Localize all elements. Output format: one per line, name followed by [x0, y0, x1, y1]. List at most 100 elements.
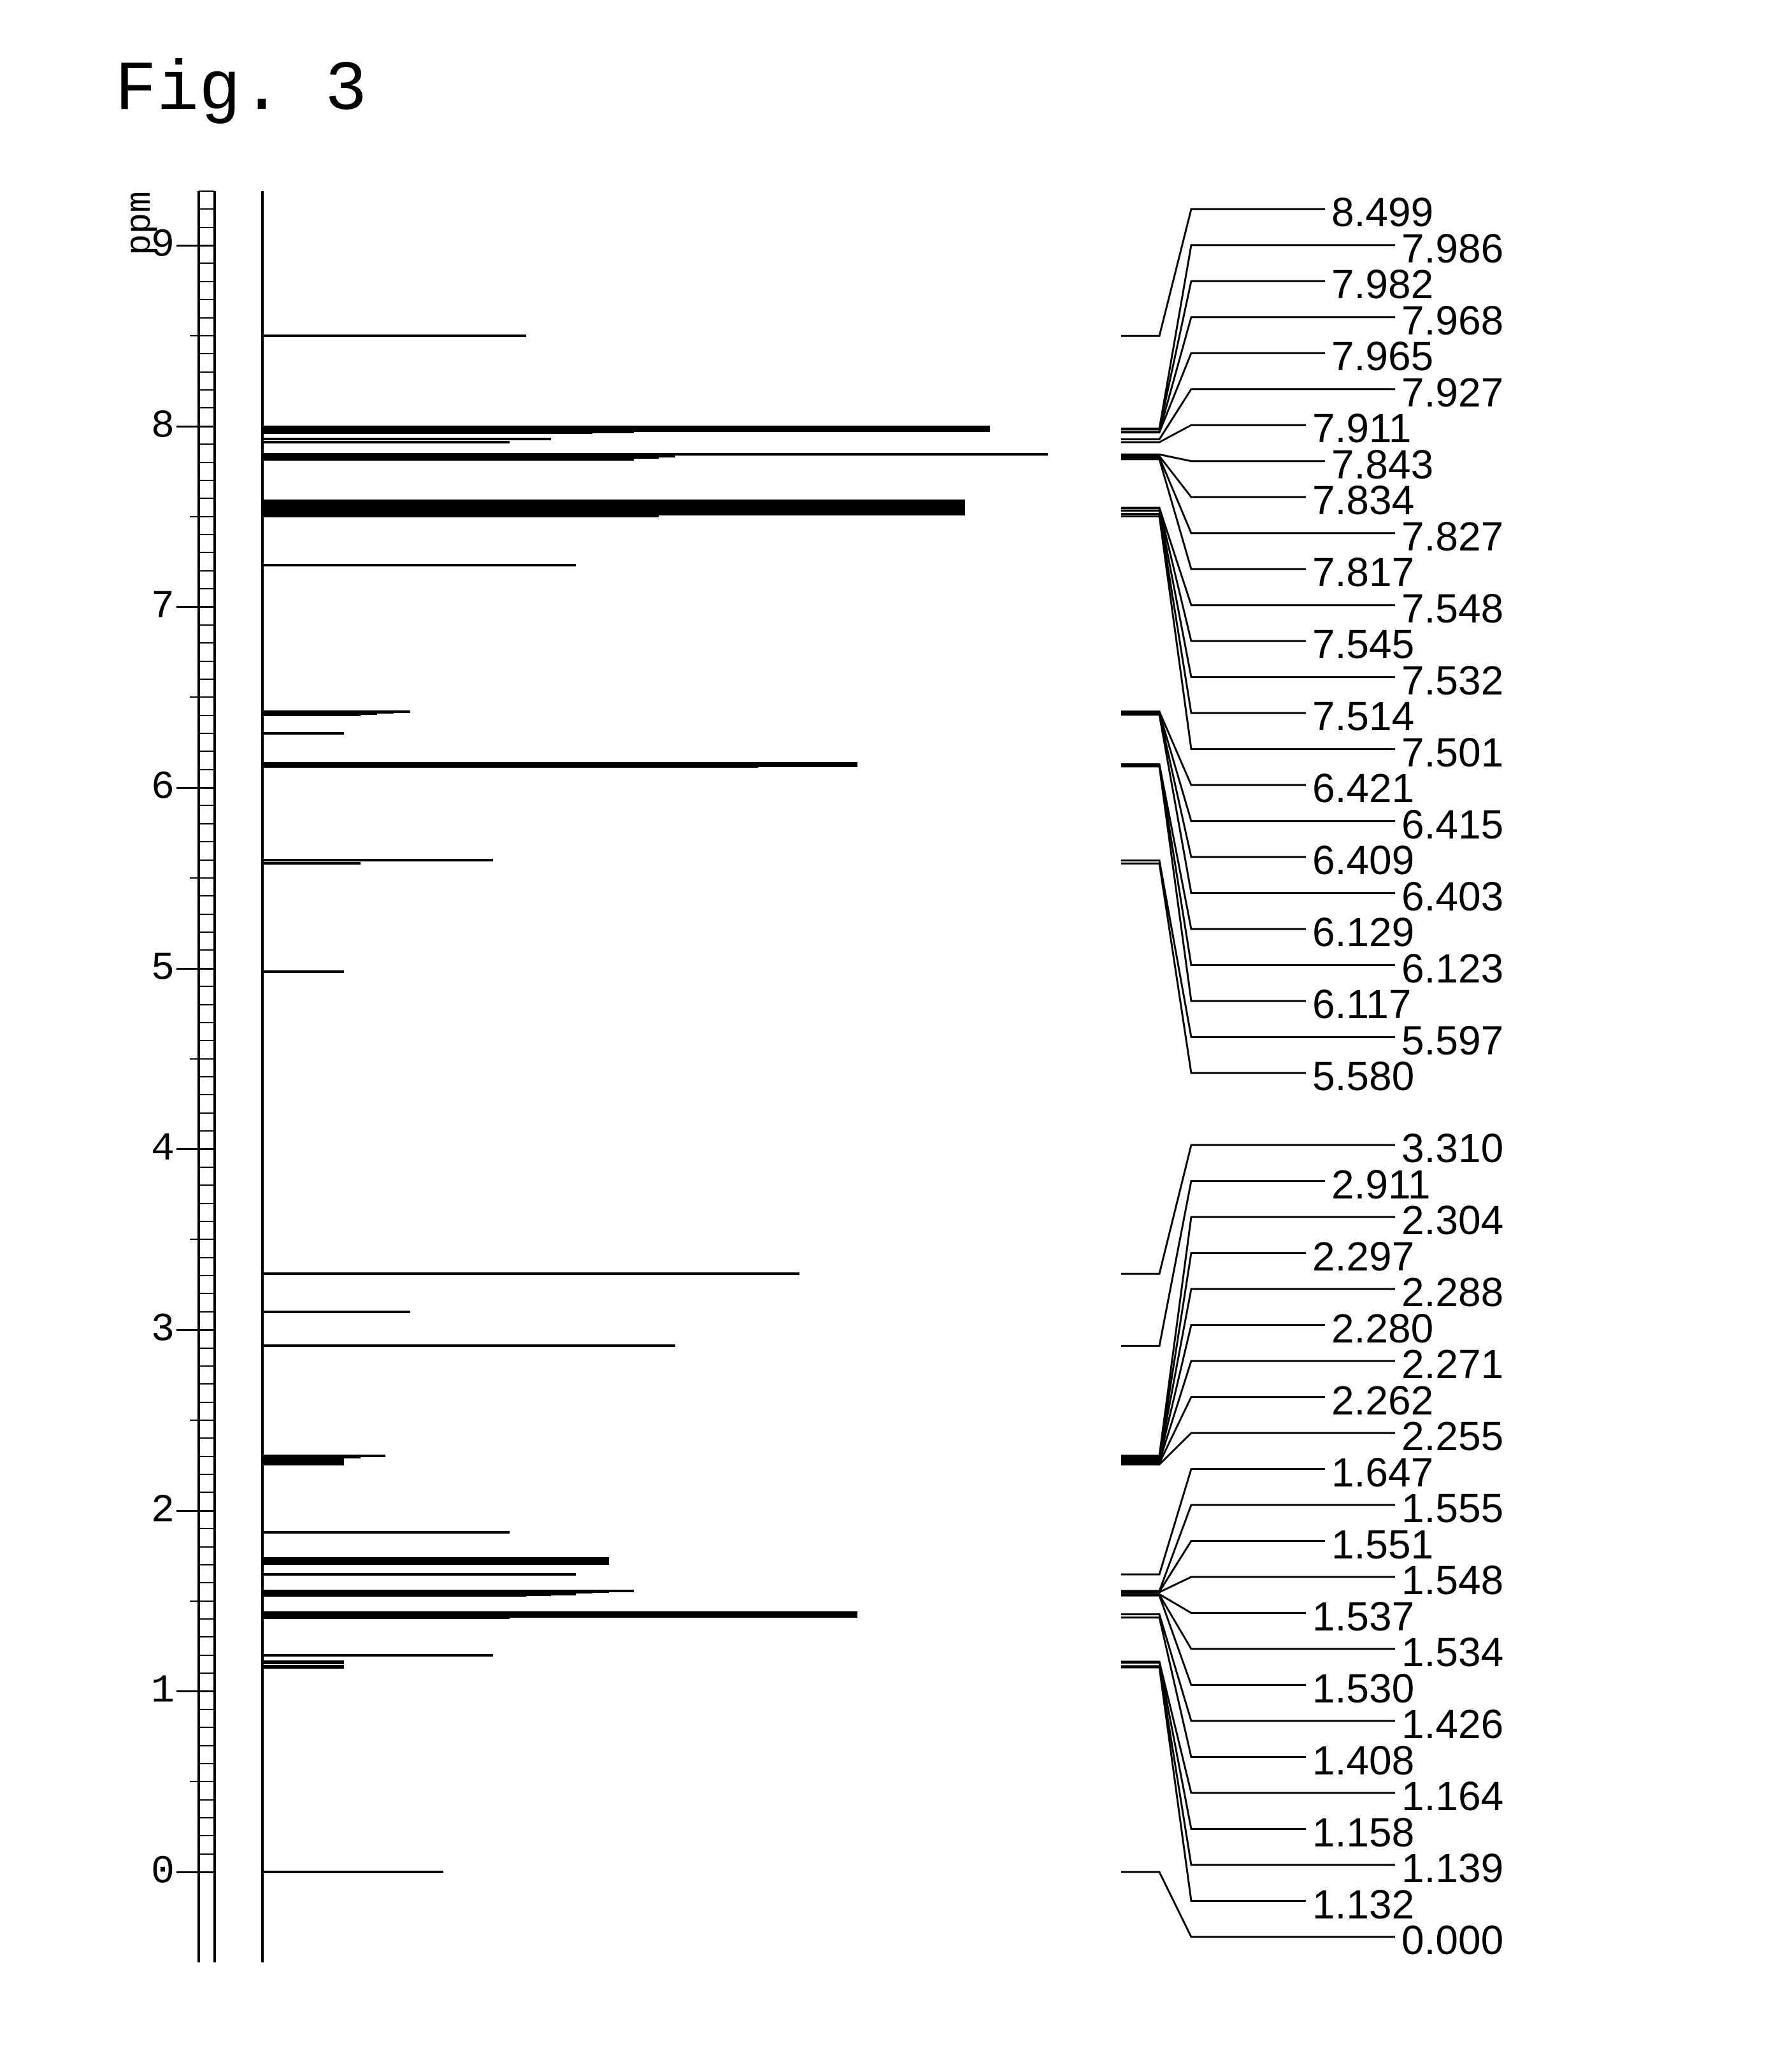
tick-minor [199, 1402, 214, 1403]
tick-minor [199, 932, 214, 933]
tick-minor [199, 1709, 214, 1710]
tick-minor [199, 642, 214, 644]
tick-label: 1 [140, 1669, 185, 1714]
tick-minor [199, 914, 214, 915]
peak-value-label: 6.421 [1312, 765, 1414, 812]
peak-value-label: 1.164 [1401, 1773, 1503, 1820]
tick-minor [199, 733, 214, 734]
peak-value-label: 7.545 [1312, 621, 1414, 668]
tick-minor [199, 1745, 214, 1746]
nmr-plot-area: ppm 0123456789 8.4997.9867.9827.9687.965… [115, 191, 1644, 1988]
peak [261, 1654, 493, 1657]
peak [261, 970, 344, 973]
tick-minor [199, 715, 214, 716]
tick-minor [199, 1618, 214, 1620]
tick-minor [199, 1727, 214, 1728]
tick-minor [199, 552, 214, 553]
tick-label: 6 [140, 765, 185, 810]
tick-minor [199, 1582, 214, 1583]
tick-minor [199, 480, 214, 481]
tick-minor [199, 1184, 214, 1186]
tick-minor [199, 1203, 214, 1204]
leader-line [1121, 1594, 1306, 1613]
tick-minor [199, 1257, 214, 1258]
peak-value-label: 7.834 [1312, 477, 1414, 524]
leader-line [1121, 456, 1306, 497]
tick-minor [199, 949, 214, 951]
peak-value-label: 1.408 [1312, 1737, 1414, 1784]
peak-value-label: 1.530 [1312, 1665, 1414, 1712]
tick-minor [190, 696, 214, 698]
peak-label-group: 8.4997.9867.9827.9687.9657.9277.9117.843… [1166, 191, 1739, 1962]
leader-line [1121, 508, 1306, 641]
peak [261, 335, 526, 337]
tick-minor [199, 986, 214, 987]
peak-value-label: 7.927 [1401, 369, 1503, 416]
peak [261, 515, 659, 517]
peak-value-label: 1.158 [1312, 1809, 1414, 1856]
peak-value-label: 7.501 [1401, 729, 1503, 776]
tick-minor [199, 1094, 214, 1095]
tick-minor [199, 443, 214, 445]
tick-minor [199, 1835, 214, 1836]
peak [261, 1344, 675, 1347]
tick-minor [199, 1546, 214, 1548]
tick-minor [199, 1311, 214, 1313]
leader-line [1121, 1469, 1325, 1574]
leader-line [1121, 353, 1325, 432]
tick-minor [199, 1528, 214, 1529]
tick-minor [199, 823, 214, 824]
tick-minor [199, 1383, 214, 1385]
tick-minor [190, 1601, 214, 1602]
tick-minor [199, 1076, 214, 1077]
tick-minor [199, 317, 214, 319]
peak [261, 1531, 510, 1534]
peak [261, 1594, 526, 1597]
tick-minor [199, 1130, 214, 1132]
tick-minor [199, 1221, 214, 1222]
peak-value-label: 1.534 [1401, 1629, 1503, 1676]
tick-minor [199, 407, 214, 408]
tick-label: 4 [140, 1126, 185, 1172]
tick-label: 2 [140, 1488, 185, 1533]
tick-minor [199, 624, 214, 626]
tick-minor [199, 263, 214, 264]
peak [261, 1616, 510, 1619]
leader-line [1121, 1181, 1325, 1346]
tick-minor [199, 534, 214, 535]
tick-minor [199, 281, 214, 282]
peak [261, 564, 576, 566]
tick-minor [199, 208, 214, 210]
tick-minor [199, 353, 214, 354]
peak-value-label: 7.548 [1401, 585, 1503, 632]
tick-minor [199, 1293, 214, 1294]
peak-value-label: 1.537 [1312, 1593, 1414, 1640]
leader-line [1121, 1618, 1306, 1757]
tick-minor [199, 1040, 214, 1041]
leader-line [1121, 765, 1306, 930]
leader-line [1121, 281, 1325, 429]
tick-minor [190, 1420, 214, 1421]
tick-label: 3 [140, 1307, 185, 1353]
leader-line [1121, 863, 1306, 1073]
tick-minor [199, 841, 214, 842]
tick-minor [199, 1112, 214, 1114]
peak [261, 438, 551, 440]
peak [261, 458, 634, 461]
tick-minor [190, 516, 214, 517]
peak [261, 510, 717, 512]
peak [261, 714, 361, 716]
tick-minor [190, 877, 214, 879]
peak-value-label: 6.129 [1312, 909, 1414, 956]
tick-minor [199, 498, 214, 499]
tick-minor [190, 1239, 214, 1240]
tick-minor [199, 1492, 214, 1493]
tick-minor [199, 462, 214, 463]
peak-value-label: 6.409 [1312, 837, 1414, 884]
peak [261, 1662, 344, 1664]
tick-label: 7 [140, 584, 185, 630]
tick-minor [199, 570, 214, 572]
tick-minor [199, 1763, 214, 1764]
tick-minor [199, 1799, 214, 1801]
peak-value-label: 7.817 [1312, 549, 1414, 596]
